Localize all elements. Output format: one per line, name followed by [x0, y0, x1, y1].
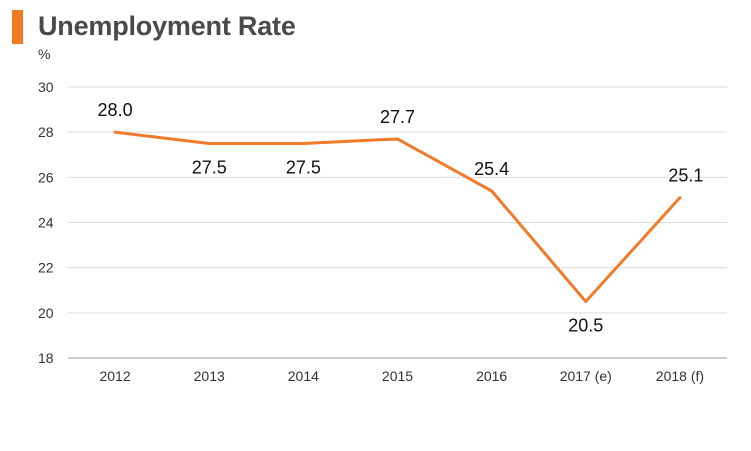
- x-tick-label: 2016: [476, 368, 507, 384]
- data-label: 20.5: [568, 316, 603, 336]
- data-label: 27.5: [192, 157, 227, 177]
- data-label: 25.4: [474, 159, 509, 179]
- data-label: 27.7: [380, 107, 415, 127]
- y-tick-label: 30: [38, 79, 54, 95]
- y-tick-label: 22: [38, 260, 54, 276]
- x-tick-label: 2014: [288, 368, 319, 384]
- y-tick-label: 26: [38, 169, 54, 185]
- data-label: 27.5: [286, 157, 321, 177]
- x-tick-label: 2017 (e): [560, 368, 612, 384]
- title-accent-bar: [12, 10, 23, 44]
- y-tick-label: 24: [38, 215, 54, 231]
- y-tick-label: 28: [38, 124, 54, 140]
- series-layer: [113, 130, 682, 304]
- data-labels: 28.0 27.5 27.5 27.7 25.4 20.5 25.1: [98, 100, 704, 335]
- x-axis-ticks: 2012 2013 2014 2015 2016 2017 (e) 2018 (f): [99, 368, 704, 384]
- data-label: 25.1: [668, 166, 703, 186]
- x-tick-label: 2018 (f): [656, 368, 704, 384]
- y-tick-label: 20: [38, 305, 54, 321]
- y-tick-label: 18: [38, 350, 54, 366]
- data-label: 28.0: [98, 100, 133, 120]
- x-tick-label: 2015: [382, 368, 413, 384]
- y-axis-unit-label: %: [38, 46, 50, 62]
- y-axis-ticks: 18 20 22 24 26 28 30: [38, 79, 54, 366]
- gridlines: [68, 86, 727, 359]
- x-tick-label: 2012: [99, 368, 130, 384]
- x-tick-label: 2013: [194, 368, 225, 384]
- chart-title: Unemployment Rate: [38, 11, 296, 41]
